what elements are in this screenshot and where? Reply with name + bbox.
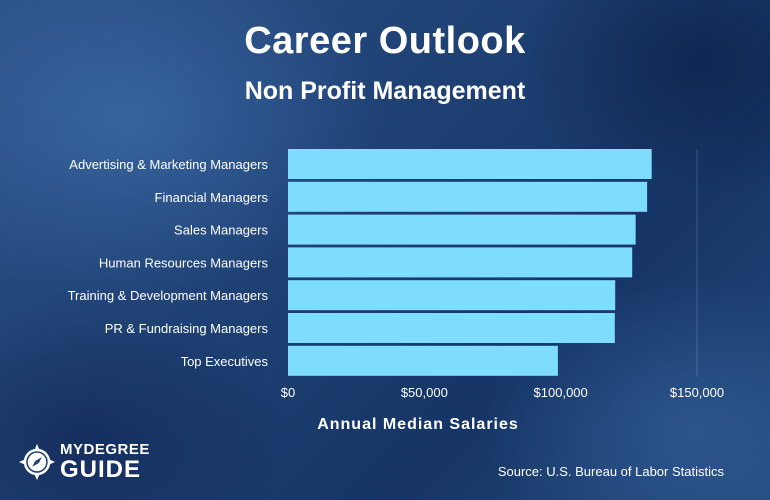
x-tick-label: $150,000 bbox=[670, 385, 724, 400]
category-label: Human Resources Managers bbox=[99, 255, 269, 270]
bar bbox=[288, 214, 636, 245]
x-tick-label: $50,000 bbox=[401, 385, 448, 400]
bar bbox=[288, 313, 615, 343]
chart-title: Career Outlook bbox=[244, 20, 526, 62]
bar bbox=[288, 181, 648, 212]
x-tick-label: $0 bbox=[281, 385, 295, 400]
compass-icon bbox=[18, 443, 56, 481]
category-label: Top Executives bbox=[181, 354, 269, 369]
logo-text-bottom: GUIDE bbox=[60, 456, 142, 483]
logo-text-top: MYDEGREE bbox=[60, 441, 150, 458]
chart-subtitle: Non Profit Management bbox=[244, 77, 526, 105]
brand-logo: MYDEGREE GUIDE bbox=[18, 442, 150, 482]
bar bbox=[288, 149, 652, 179]
category-label: PR & Fundraising Managers bbox=[105, 321, 269, 336]
bar bbox=[288, 280, 616, 311]
bar bbox=[288, 247, 633, 278]
category-label: Training & Development Managers bbox=[68, 288, 269, 303]
bar bbox=[288, 345, 558, 376]
x-tick-label: $100,000 bbox=[534, 385, 588, 400]
x-axis-label: Annual Median Salaries bbox=[317, 416, 519, 433]
category-label: Sales Managers bbox=[174, 223, 268, 238]
category-label: Financial Managers bbox=[155, 190, 269, 205]
source-note: Source: U.S. Bureau of Labor Statistics bbox=[497, 464, 724, 479]
category-label: Advertising & Marketing Managers bbox=[69, 157, 268, 172]
